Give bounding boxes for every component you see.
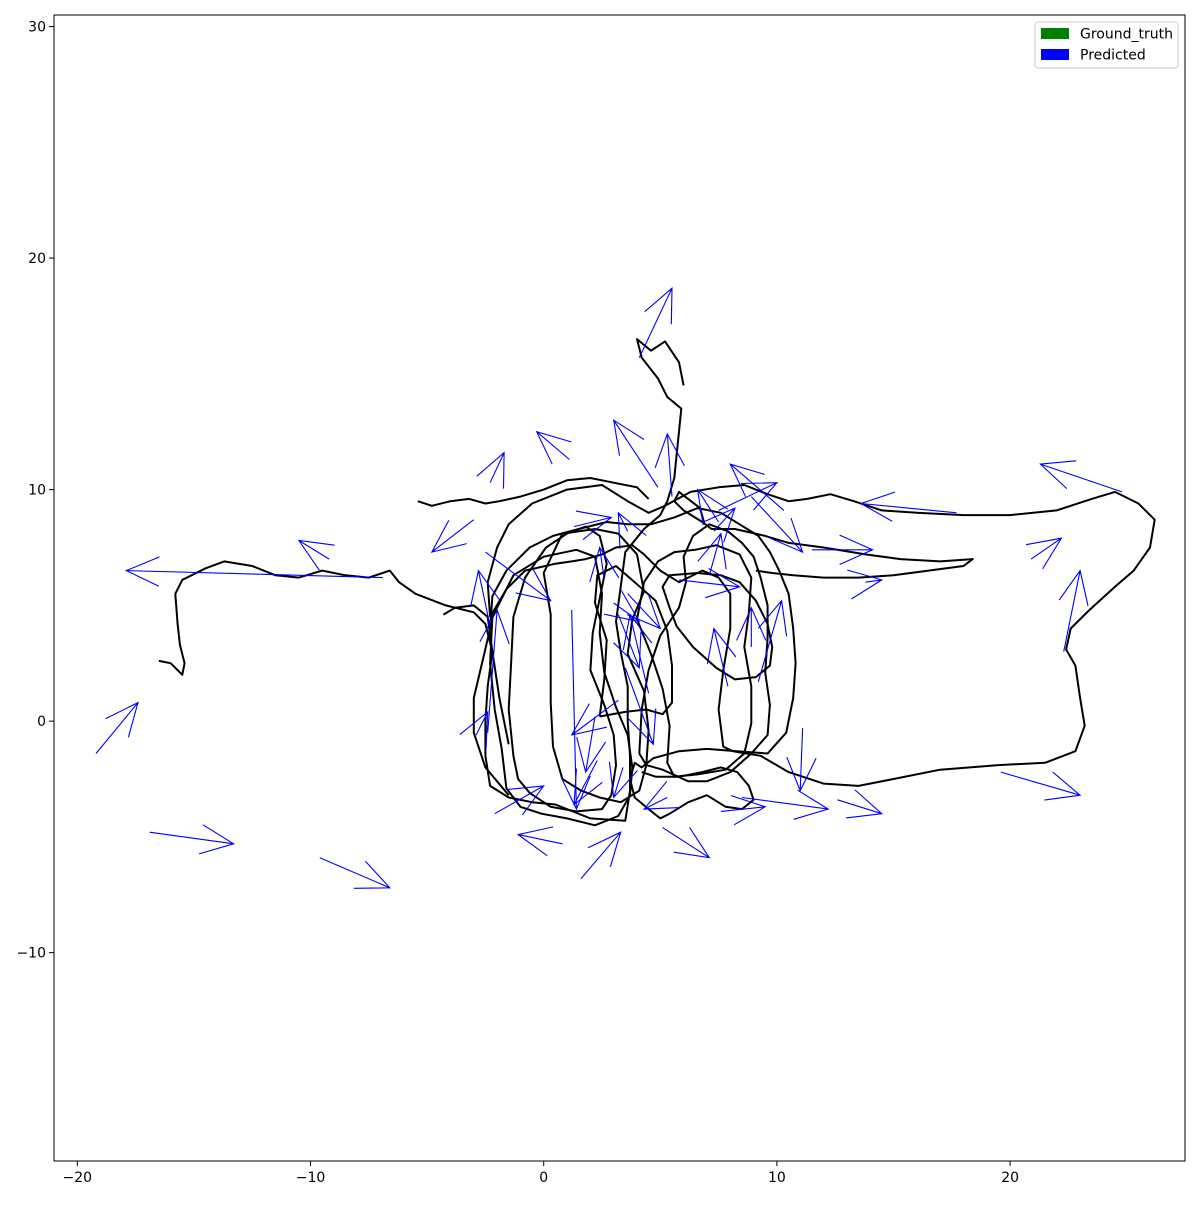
predicted-arrow <box>662 827 711 859</box>
predicted-arrow <box>786 728 817 792</box>
predicted-arrow <box>654 432 685 497</box>
predicted-arrow <box>729 463 785 511</box>
x-tick-label: 0 <box>539 1170 548 1186</box>
predicted-arrow <box>638 286 673 358</box>
trajectory-segment <box>489 548 634 827</box>
legend-label-predicted: Predicted <box>1080 48 1146 64</box>
x-tick-label: 20 <box>1001 1170 1019 1186</box>
y-tick-label: 0 <box>37 714 46 730</box>
predicted-arrow <box>297 539 335 571</box>
predicted-arrow <box>516 826 563 857</box>
x-tick-label: 10 <box>768 1170 786 1186</box>
trajectory-segment <box>638 523 771 783</box>
y-tick-label: 30 <box>28 20 46 36</box>
predicted-arrow <box>750 496 804 554</box>
predicted-arrow <box>573 510 613 541</box>
y-tick-label: 10 <box>28 483 46 499</box>
predicted-arrow <box>624 667 657 746</box>
trajectory-segment <box>158 338 685 822</box>
predicted-arrow <box>535 430 572 465</box>
predicted-arrow <box>859 491 957 522</box>
predicted-arrow <box>576 716 607 774</box>
predicted-arrow <box>124 556 383 587</box>
predicted-arrow <box>1000 771 1082 801</box>
predicted-arrow <box>736 606 767 647</box>
predicted-arrow <box>642 780 681 810</box>
legend-label-ground-truth: Ground_truth <box>1080 27 1173 43</box>
plot-area <box>54 15 1185 1161</box>
predicted-arrow <box>701 507 736 543</box>
predicted-arrow <box>720 795 767 826</box>
predicted-arrow <box>706 627 737 687</box>
predicted-arrow <box>470 569 500 627</box>
plot-frame <box>53 14 1186 1162</box>
predicted-arrow <box>580 831 622 879</box>
predicted-arrow <box>95 701 139 754</box>
legend-swatch-predicted <box>1041 49 1069 60</box>
predicted-arrow <box>479 608 510 733</box>
predicted-arrow <box>847 569 884 600</box>
trajectory-segment <box>673 490 974 579</box>
ground-truth-trajectory <box>158 338 1156 827</box>
predicted-arrow <box>718 482 779 511</box>
x-tick-label: −20 <box>63 1170 93 1186</box>
predicted-arrow <box>1058 569 1089 652</box>
predicted-arrow <box>149 824 235 855</box>
predicted-arrow <box>617 511 647 549</box>
predicted-arrow <box>494 785 545 816</box>
predicted-arrow <box>1039 460 1123 493</box>
legend-swatch-ground-truth <box>1041 28 1069 39</box>
y-tick-label: −10 <box>16 946 46 962</box>
predicted-arrow <box>613 614 642 670</box>
predicted-arrow <box>741 789 830 820</box>
predicted-arrow <box>757 599 788 682</box>
trajectory-segment <box>417 477 650 507</box>
predicted-arrow <box>430 519 475 553</box>
y-axis-ticks: −10 0 10 20 30 <box>16 20 54 962</box>
predicted-arrow <box>319 857 392 889</box>
trajectory-segment <box>661 572 774 681</box>
y-tick-label: 20 <box>28 251 46 267</box>
predicted-arrows <box>95 286 1123 889</box>
trajectory-segment <box>472 507 797 820</box>
predicted-arrow <box>485 551 552 602</box>
trajectory-segment <box>507 525 617 813</box>
x-axis-ticks: −20 −10 0 10 20 <box>63 1161 1019 1186</box>
predicted-arrow <box>476 451 505 489</box>
predicted-arrow <box>697 532 727 576</box>
trajectory-segment <box>594 565 673 718</box>
predicted-arrow <box>459 710 489 748</box>
predicted-arrow <box>608 761 638 799</box>
predicted-arrow <box>612 419 659 488</box>
predicted-arrow <box>622 613 653 694</box>
predicted-arrow <box>603 590 641 623</box>
predicted-arrow <box>837 789 884 819</box>
trajectory-segment <box>486 484 1156 787</box>
trajectory-segment <box>636 544 753 778</box>
predicted-arrow <box>560 609 591 811</box>
x-tick-label: −10 <box>296 1170 326 1186</box>
legend: Ground_truth Predicted <box>1034 21 1179 69</box>
predicted-arrow <box>811 534 874 566</box>
legend-box <box>1034 21 1179 69</box>
predicted-arrow <box>1025 537 1063 570</box>
predicted-arrow <box>678 568 741 599</box>
predicted-arrow <box>589 546 620 583</box>
